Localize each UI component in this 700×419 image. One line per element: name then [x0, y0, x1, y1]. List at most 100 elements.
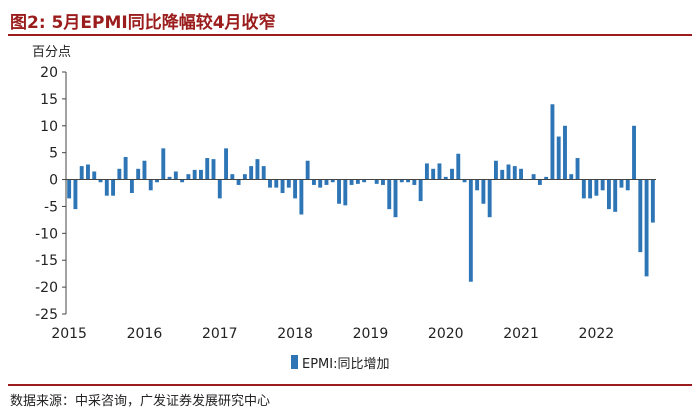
- bar: [111, 179, 116, 196]
- bar: [255, 159, 260, 180]
- bar: [330, 179, 335, 183]
- bar: [475, 179, 480, 191]
- bar: [556, 136, 561, 180]
- bar: [512, 166, 517, 180]
- bar: [638, 179, 643, 253]
- bar: [318, 179, 323, 188]
- x-tick-label: 2019: [353, 326, 389, 342]
- bar: [217, 179, 222, 199]
- bar: [500, 169, 505, 180]
- bar: [531, 174, 536, 180]
- bar: [324, 179, 329, 185]
- bar: [86, 164, 90, 180]
- y-tick-label: 10: [40, 119, 58, 135]
- bar: [581, 179, 586, 199]
- bar: [224, 148, 228, 180]
- bar: [305, 160, 310, 180]
- bar: [73, 179, 78, 210]
- legend-swatch: [291, 355, 298, 369]
- bar: [625, 179, 630, 191]
- bar: [418, 179, 423, 202]
- bar: [167, 176, 172, 180]
- bar: [613, 179, 618, 212]
- bar: [299, 179, 304, 215]
- bar: [381, 179, 385, 185]
- bar: [211, 159, 216, 180]
- bar: [569, 174, 574, 180]
- bar: [123, 156, 128, 180]
- bar: [230, 174, 235, 180]
- bar: [550, 104, 555, 180]
- bar: [142, 160, 147, 180]
- bar: [268, 179, 272, 188]
- bar: [129, 179, 134, 193]
- bar: [355, 179, 360, 184]
- bar: [362, 179, 367, 183]
- bar: [424, 163, 429, 180]
- bar: [606, 179, 611, 210]
- bar: [161, 148, 166, 180]
- bar: [650, 179, 655, 223]
- bar: [261, 166, 266, 180]
- x-tick-label: 2022: [579, 326, 615, 342]
- y-tick-label: 0: [49, 173, 58, 189]
- bar: [462, 179, 467, 183]
- bar: [148, 179, 153, 191]
- x-tick-label: 2020: [428, 326, 464, 342]
- bar: [431, 168, 436, 180]
- x-tick-label: 2017: [202, 326, 238, 342]
- figure-source-bar: 数据来源：中采咨询，广发证券发展研究中心: [8, 384, 692, 409]
- bar: [311, 179, 316, 185]
- bar: [199, 169, 203, 180]
- bar: [399, 179, 404, 183]
- bar: [468, 179, 473, 282]
- bar: [117, 168, 122, 180]
- bar: [343, 179, 348, 206]
- bar: [619, 179, 624, 188]
- bar: [588, 179, 593, 199]
- bar: [575, 158, 580, 180]
- bar: [519, 168, 523, 180]
- bar: [286, 179, 291, 188]
- bar: [180, 179, 185, 183]
- legend-label: EPMI:同比增加: [302, 356, 390, 372]
- figure-title-bar: 图2: 5月EPMI同比降幅较4月收窄: [8, 4, 692, 36]
- bar: [337, 179, 341, 204]
- bar: [374, 179, 379, 184]
- bar: [393, 179, 398, 218]
- x-tick-label: 2021: [503, 326, 539, 342]
- bar: [443, 176, 448, 180]
- y-axis-unit-label: 百分点: [32, 45, 72, 60]
- bar: [406, 179, 411, 183]
- bar: [456, 153, 461, 180]
- y-tick-label: -5: [44, 199, 58, 215]
- bar: [349, 179, 354, 185]
- bar: [92, 171, 97, 180]
- bar: [242, 174, 247, 180]
- bar: [632, 125, 636, 180]
- bar: [173, 171, 178, 180]
- bar: [487, 179, 492, 218]
- bar: [274, 179, 279, 188]
- x-tick-label: 2015: [51, 326, 87, 342]
- bar: [205, 158, 210, 180]
- bar: [236, 179, 241, 185]
- bar: [506, 164, 511, 180]
- bar: [67, 179, 72, 199]
- bar: [644, 179, 649, 277]
- figure-title: 图2: 5月EPMI同比降幅较4月收窄: [10, 13, 276, 33]
- bar: [450, 168, 454, 180]
- bar: [412, 179, 417, 185]
- bar: [387, 179, 392, 210]
- bar: [155, 179, 159, 183]
- bar: [594, 179, 599, 196]
- y-tick-label: -15: [35, 253, 58, 269]
- y-tick-label: 20: [40, 65, 58, 81]
- y-tick-label: -20: [35, 280, 58, 296]
- bar: [293, 179, 298, 199]
- y-tick-label: -10: [35, 226, 58, 242]
- x-tick-label: 2016: [127, 326, 163, 342]
- bar: [98, 179, 103, 183]
- bar: [537, 179, 542, 185]
